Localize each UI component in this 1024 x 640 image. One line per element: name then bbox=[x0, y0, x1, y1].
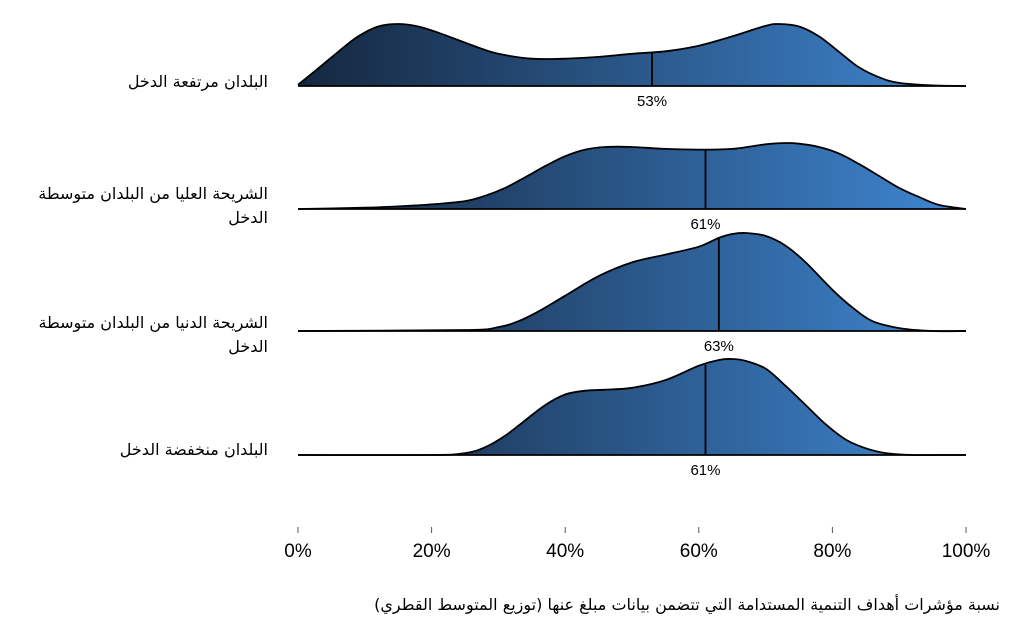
median-label: 53% bbox=[637, 93, 667, 110]
x-tick-label: 0% bbox=[284, 541, 312, 562]
density-area bbox=[298, 23, 966, 86]
ridge-1: 61% bbox=[297, 142, 967, 233]
x-tick-label: 80% bbox=[813, 541, 851, 562]
density-area bbox=[298, 232, 966, 332]
ridge-3: 61% bbox=[297, 358, 966, 479]
ridge-0: 53% bbox=[297, 23, 967, 110]
median-label: 61% bbox=[690, 216, 720, 233]
x-tick-label: 100% bbox=[942, 541, 991, 562]
x-tick-label: 40% bbox=[546, 541, 584, 562]
x-axis-ticks: 0% 20% 40% 60% 80% 100% bbox=[284, 527, 990, 562]
group-label-lower-middle-income: الشريحة الدنيا من البلدان متوسطة الدخل bbox=[38, 313, 268, 356]
density-outline bbox=[297, 358, 966, 457]
group-label-high-income: البلدان مرتفعة الدخل bbox=[127, 72, 268, 91]
density-outline bbox=[297, 232, 967, 333]
ridges-layer: 53% 61% 63% 61% bbox=[297, 23, 967, 479]
density-area bbox=[298, 142, 966, 209]
group-label-upper-middle-income: الشريحة العليا من البلدان متوسطة الدخل bbox=[38, 184, 268, 227]
ridge-2: 63% bbox=[297, 232, 967, 355]
x-axis-label: نسبة مؤشرات أهداف التنمية المستدامة التي… bbox=[374, 595, 1000, 614]
x-tick-label: 60% bbox=[680, 541, 718, 562]
density-area bbox=[298, 358, 966, 456]
density-outline bbox=[297, 142, 967, 210]
median-label: 61% bbox=[690, 462, 720, 479]
group-label-low-income: البلدان منخفضة الدخل bbox=[119, 440, 268, 459]
median-label: 63% bbox=[704, 338, 734, 355]
density-outline bbox=[297, 23, 967, 87]
x-tick-label: 20% bbox=[413, 541, 451, 562]
